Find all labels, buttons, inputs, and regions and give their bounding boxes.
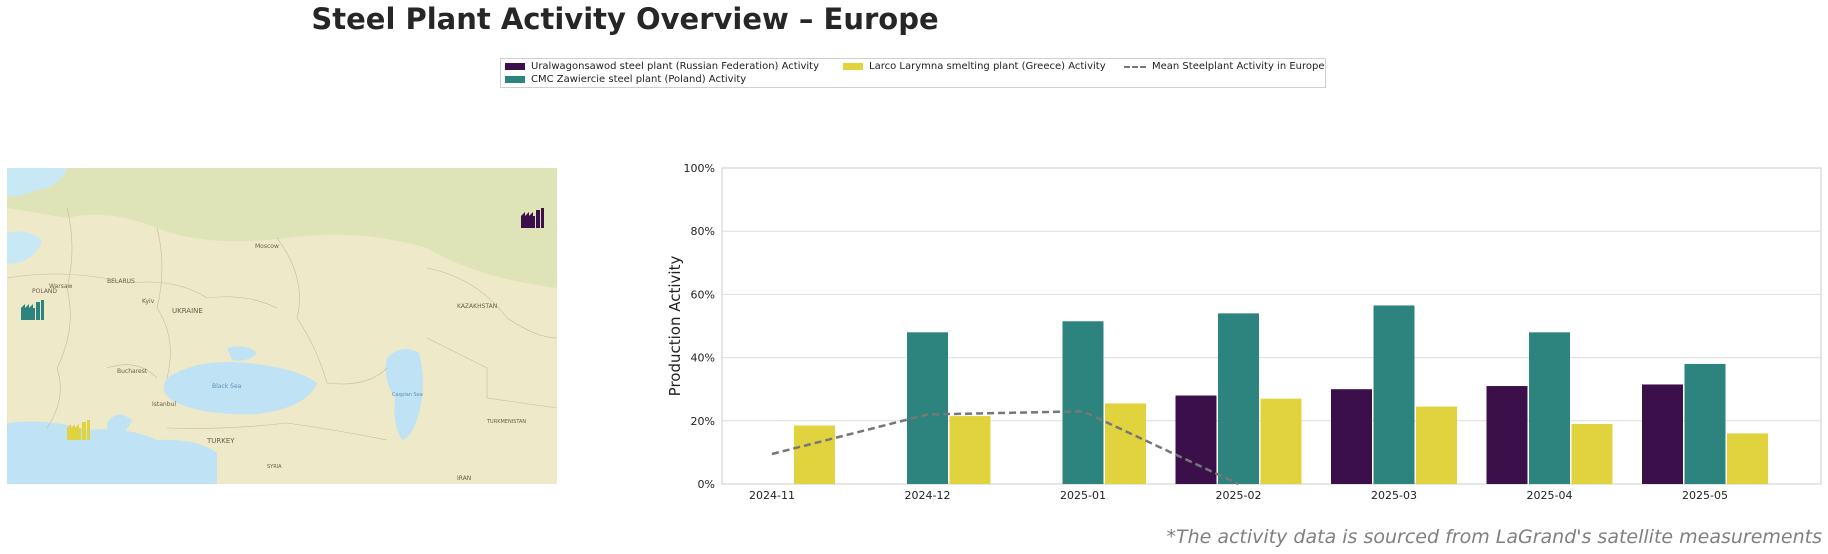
europe-map: UKRAINE BELARUS POLAND KAZAKHSTAN TURKEY… xyxy=(7,168,557,484)
bar-larco-2025-02 xyxy=(1260,398,1302,484)
chart-legend: Uralwagonsawod steel plant (Russian Fede… xyxy=(500,58,1326,88)
legend-item-mean-activity: Mean Steelplant Activity in Europe xyxy=(1124,61,1325,72)
map-label-turkey: TURKEY xyxy=(206,437,235,445)
bar-cmc-2025-04 xyxy=(1529,332,1570,484)
bar-larco-2025-03 xyxy=(1416,406,1457,484)
bar-uralwagonsawod-2025-04 xyxy=(1486,386,1528,484)
map-labels: UKRAINE BELARUS POLAND KAZAKHSTAN TURKEY… xyxy=(32,243,526,482)
bar-larco-2025-04 xyxy=(1571,423,1613,484)
y-tick-label: 0% xyxy=(698,478,715,491)
map-label-moscow: Moscow xyxy=(255,243,279,250)
factory-icon xyxy=(21,300,44,320)
legend-label: Uralwagonsawod steel plant (Russian Fede… xyxy=(531,61,820,72)
bar-cmc-2024-12 xyxy=(907,332,948,484)
legend-swatch xyxy=(843,63,863,70)
legend-label: Mean Steelplant Activity in Europe xyxy=(1152,61,1325,72)
map-aegean xyxy=(107,414,132,438)
bar-larco-2024-12 xyxy=(949,416,991,484)
x-axis-ticks: 2024-11 2024-12 2025-01 2025-02 2025-03 2025-… xyxy=(749,489,1728,502)
map-mediterranean xyxy=(7,421,217,484)
y-tick-label: 40% xyxy=(691,352,715,365)
factory-icon xyxy=(521,208,544,228)
y-axis-label: Production Activity xyxy=(666,256,684,397)
map-label-kyiv: Kyiv xyxy=(142,298,155,305)
legend-swatch xyxy=(505,76,525,83)
footnote: *The activity data is sourced from LaGra… xyxy=(1166,526,1822,548)
x-tick-label: 2025-03 xyxy=(1371,489,1417,502)
y-tick-label: 60% xyxy=(691,288,715,301)
map-label-black-sea: Black Sea xyxy=(212,383,242,390)
bar-uralwagonsawod-2025-03 xyxy=(1331,389,1372,484)
map-label-poland: POLAND xyxy=(32,288,57,295)
y-tick-label: 20% xyxy=(691,415,715,428)
factory-icon xyxy=(67,420,90,440)
map-azov-sea xyxy=(227,346,257,361)
map-baltic xyxy=(7,168,67,197)
map-black-sea xyxy=(163,362,317,415)
legend-item-uralwagonsawod: Uralwagonsawod steel plant (Russian Fede… xyxy=(505,61,819,72)
map-label-warsaw: Warsaw xyxy=(49,283,72,290)
legend-item-larco-larymna: Larco Larymna smelting plant (Greece) Ac… xyxy=(843,61,1106,72)
chart-title: Steel Plant Activity Overview – Europe xyxy=(311,2,939,36)
map-label-turkmenistan: TURKMENISTAN xyxy=(486,419,526,425)
map-label-syria: SYRIA xyxy=(267,464,282,470)
map-label-bucharest: Bucharest xyxy=(117,368,148,375)
map-label-ukraine: UKRAINE xyxy=(172,307,203,315)
bar-cmc-2025-05 xyxy=(1684,363,1726,484)
x-tick-label: 2025-01 xyxy=(1060,489,1106,502)
legend-item-cmc-zawiercie: CMC Zawiercie steel plant (Poland) Activ… xyxy=(505,74,746,85)
x-tick-label: 2025-02 xyxy=(1216,489,1262,502)
map-caspian-sea xyxy=(385,349,423,440)
bar-uralwagonsawod-2025-05 xyxy=(1642,384,1683,484)
y-tick-label: 80% xyxy=(691,225,715,238)
x-tick-label: 2024-11 xyxy=(749,489,795,502)
legend-label: Larco Larymna smelting plant (Greece) Ac… xyxy=(869,61,1106,72)
map-label-caspian: Caspian Sea xyxy=(392,392,423,398)
y-tick-label: 100% xyxy=(684,162,715,175)
bar-cmc-2025-01 xyxy=(1062,321,1104,484)
mean-activity-line xyxy=(771,410,1240,486)
map-land-north xyxy=(7,168,557,288)
bar-larco-2025-05 xyxy=(1727,433,1768,484)
legend-dashed-line xyxy=(1124,65,1146,68)
map-label-istanbul: Istanbul xyxy=(152,401,176,408)
bars xyxy=(794,305,1768,484)
map-baltic-south xyxy=(7,231,42,264)
x-tick-label: 2025-05 xyxy=(1682,489,1728,502)
bar-cmc-2025-03 xyxy=(1373,305,1415,484)
mean-line xyxy=(771,410,1240,486)
map-label-kazakhstan: KAZAKHSTAN xyxy=(457,303,497,310)
legend-swatch xyxy=(505,63,525,70)
bar-cmc-2025-02 xyxy=(1218,313,1259,484)
map-label-iran: IRAN xyxy=(457,475,471,482)
map-label-belarus: BELARUS xyxy=(107,278,135,285)
legend-label: CMC Zawiercie steel plant (Poland) Activ… xyxy=(531,74,747,85)
bar-larco-2024-11 xyxy=(794,425,835,484)
bar-larco-2025-01 xyxy=(1105,403,1146,484)
map-borders xyxy=(7,207,557,441)
y-axis-ticks: 0% 20% 40% 60% 80% 100% xyxy=(684,162,715,491)
x-tick-label: 2025-04 xyxy=(1527,489,1573,502)
x-tick-label: 2024-12 xyxy=(905,489,951,502)
